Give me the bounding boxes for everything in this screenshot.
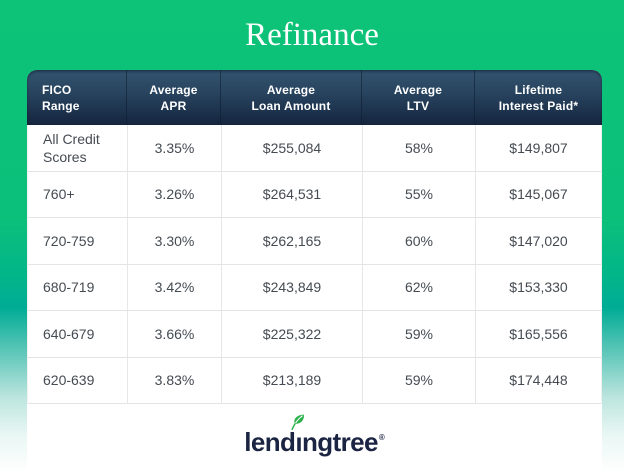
- cell-loan: $255,084: [222, 125, 363, 171]
- cell-apr: 3.42%: [128, 264, 222, 310]
- cell-apr: 3.83%: [128, 357, 222, 403]
- cell-fico: 620-639: [28, 357, 128, 403]
- table-row: 680-719 3.42% $243,849 62% $153,330: [28, 264, 601, 311]
- logo-text-end: ngtree: [301, 427, 378, 457]
- table-row: 640-679 3.66% $225,322 59% $165,556: [28, 311, 601, 358]
- cell-ltv: 55%: [363, 171, 476, 217]
- cell-loan: $213,189: [222, 357, 363, 403]
- header-cell-lifetime-interest: Lifetime Interest Paid*: [498, 82, 579, 113]
- cell-interest: $145,067: [509, 186, 568, 203]
- cell-ltv: 58%: [363, 125, 476, 171]
- cell-interest: $147,020: [509, 232, 568, 249]
- lendingtree-logo: lend ıngtree®: [244, 414, 385, 458]
- cell-fico: 640-679: [28, 311, 128, 357]
- cell-ltv: 62%: [363, 264, 476, 310]
- header-cell-average-ltv: Average LTV: [362, 70, 475, 125]
- cell-ltv: 59%: [363, 357, 476, 403]
- page-title: Refinance: [245, 17, 379, 53]
- cell-loan: $262,165: [222, 218, 363, 264]
- registered-mark: ®: [378, 433, 385, 442]
- cell-fico: 760+: [28, 171, 128, 217]
- cell-apr: 3.35%: [128, 125, 222, 171]
- cell-apr: 3.30%: [128, 218, 222, 264]
- rates-card: FICO Range Average APR Average Loan Amou…: [27, 70, 602, 473]
- cell-loan: $264,531: [222, 171, 363, 217]
- refinance-table: All Credit Scores 3.35% $255,084 58% $14…: [27, 125, 602, 404]
- footer: lend ıngtree®: [27, 404, 602, 473]
- cell-fico: 680-719: [28, 264, 128, 310]
- cell-apr: 3.26%: [128, 171, 222, 217]
- cell-apr: 3.66%: [128, 311, 222, 357]
- cell-ltv: 60%: [363, 218, 476, 264]
- cell-ltv: 59%: [363, 311, 476, 357]
- table-row: 620-639 3.83% $213,189 59% $174,448: [28, 357, 601, 404]
- cell-interest: $174,448: [509, 372, 568, 389]
- logo-dotless-i: ı: [295, 427, 302, 457]
- header-cell-fico-range: FICO Range: [27, 70, 127, 125]
- cell-loan: $225,322: [222, 311, 363, 357]
- table-row: 760+ 3.26% $264,531 55% $145,067: [28, 171, 601, 218]
- cell-interest: $165,556: [509, 325, 568, 342]
- logo-i-with-leaf: ı: [291, 414, 305, 458]
- logo-text-start: lend: [244, 427, 296, 457]
- table-row: All Credit Scores 3.35% $255,084 58% $14…: [28, 125, 601, 172]
- cell-fico: 720-759: [28, 218, 128, 264]
- cell-fico: All Credit Scores: [28, 125, 128, 171]
- leaf-icon: [291, 414, 305, 430]
- cell-interest: $149,807: [509, 139, 568, 156]
- table-row: 720-759 3.30% $262,165 60% $147,020: [28, 218, 601, 265]
- table-header: FICO Range Average APR Average Loan Amou…: [27, 70, 602, 125]
- cell-interest: $153,330: [509, 279, 568, 296]
- header-cell-average-apr: Average APR: [127, 70, 221, 125]
- cell-loan: $243,849: [222, 264, 363, 310]
- header-cell-average-loan: Average Loan Amount: [221, 70, 362, 125]
